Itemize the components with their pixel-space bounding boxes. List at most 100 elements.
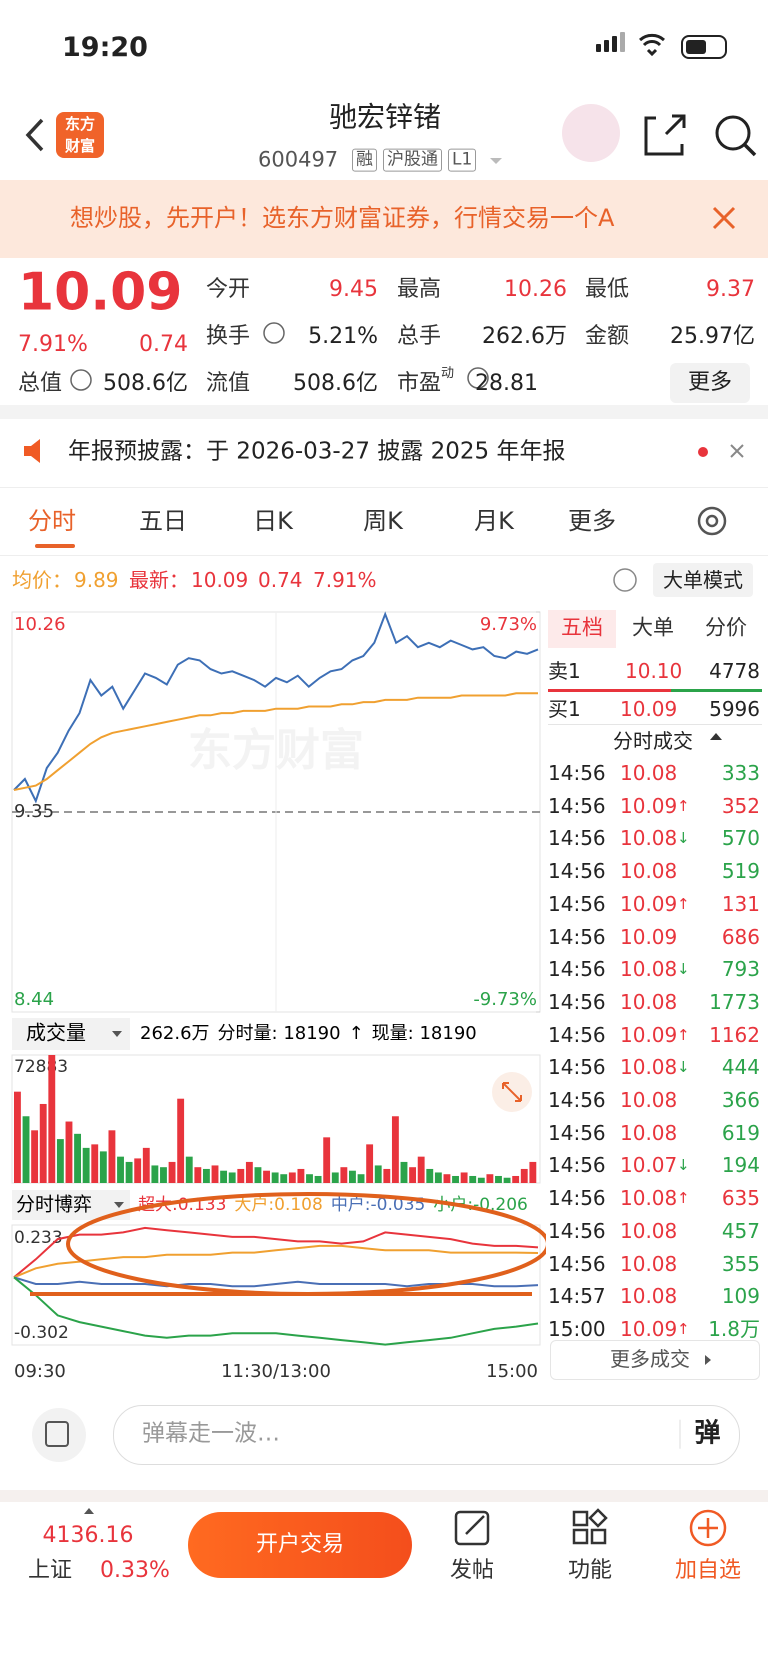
- trade-label[interactable]: 开户交易: [255, 1531, 345, 1557]
- trade-time: 14:56: [548, 1186, 606, 1211]
- tag: L1: [448, 148, 477, 172]
- trade-price: 10.08: [620, 859, 678, 884]
- trade-button[interactable]: [188, 1512, 412, 1578]
- volume-bar: [366, 1144, 374, 1183]
- tab[interactable]: 分时: [28, 506, 76, 535]
- y-tick-label: 8.44: [14, 989, 54, 1010]
- volume-bar: [134, 1158, 142, 1183]
- trade-volume: 457: [721, 1218, 760, 1243]
- volume-bar: [503, 1177, 511, 1183]
- danmaku-button[interactable]: 弹: [679, 1420, 721, 1449]
- stat-label: 总值: [18, 370, 63, 396]
- header-box: [12, 1018, 130, 1050]
- book-tab[interactable]: 五档: [561, 615, 603, 640]
- trade-volume: 686: [721, 924, 760, 949]
- trade-time: 14:56: [548, 1022, 606, 1047]
- more-trades[interactable]: 更多成交: [610, 1347, 690, 1371]
- stat-value: 10.26: [504, 276, 567, 302]
- stat-label: 最高: [397, 276, 442, 302]
- trade-time: 14:57: [548, 1284, 606, 1309]
- legend-item: 中户:-0.035: [331, 1195, 426, 1215]
- volume-bar: [477, 1177, 485, 1183]
- trade-price: 10.09: [620, 891, 678, 916]
- book-tab-active[interactable]: [548, 610, 616, 648]
- sell-label: 卖1: [548, 659, 581, 683]
- status-time: 19:20: [62, 32, 148, 64]
- logo-text: 财富: [64, 136, 96, 155]
- trade-volume: 793: [721, 957, 760, 982]
- comment-input[interactable]: [113, 1405, 740, 1465]
- volume-bar: [280, 1174, 288, 1183]
- y-tick-label: 10.26: [14, 614, 66, 635]
- trade-time: 14:56: [548, 891, 606, 916]
- trade-time: 14:56: [548, 989, 606, 1014]
- volume-bar: [520, 1168, 528, 1183]
- y2-tick-label: 9.73%: [480, 614, 537, 635]
- more-trades-button[interactable]: [550, 1340, 760, 1380]
- comment-icon[interactable]: [32, 1408, 86, 1462]
- y-tick-label: 72883: [14, 1057, 68, 1077]
- trade-time: 14:56: [548, 1088, 606, 1112]
- nav-item[interactable]: 加自选: [674, 1557, 742, 1583]
- more-label[interactable]: 更多: [687, 369, 733, 395]
- trade-arrow: ↓: [677, 1058, 690, 1077]
- trade-time: 14:56: [548, 826, 606, 851]
- tab-underline: [35, 544, 75, 548]
- trade-time: 14:56: [548, 924, 606, 949]
- separator: [0, 1490, 768, 1502]
- volume-bar: [306, 1174, 313, 1183]
- volume-current: 现量: 18190: [372, 1023, 477, 1044]
- stat-value: 25.97亿: [670, 323, 755, 349]
- volume-bar: [400, 1161, 408, 1183]
- volume-bar: [151, 1165, 159, 1183]
- trade-price: 10.08: [620, 1218, 678, 1243]
- avatar[interactable]: [562, 104, 620, 162]
- volume-bar: [391, 1116, 399, 1183]
- trade-time: 14:56: [548, 761, 606, 785]
- x-tick-label: 09:30: [14, 1361, 66, 1382]
- volume-bar: [39, 1103, 47, 1183]
- book-tab[interactable]: 大单: [632, 615, 674, 640]
- mode-label[interactable]: 大单模式: [663, 568, 743, 592]
- volume-bar: [271, 1172, 279, 1183]
- divider: [0, 555, 768, 556]
- banner-bg: [0, 180, 768, 258]
- sell-price: 10.10: [625, 659, 683, 683]
- tab[interactable]: 周K: [363, 506, 403, 535]
- trade-time: 14:56: [548, 859, 606, 884]
- stock-code: 600497: [258, 147, 339, 172]
- stat-value: 28.81: [475, 370, 538, 396]
- mode-button[interactable]: [653, 563, 753, 597]
- tab[interactable]: 更多: [568, 506, 616, 535]
- tab[interactable]: 月K: [474, 506, 514, 535]
- trade-price: 10.08: [620, 957, 678, 982]
- trade-volume: 1162: [709, 1022, 760, 1047]
- trade-price: 10.08: [620, 826, 678, 851]
- stock-name: 驰宏锌锗: [328, 100, 442, 134]
- book-tab[interactable]: 分价: [705, 615, 747, 640]
- nav-item[interactable]: 功能: [567, 1557, 613, 1583]
- volume-bar: [443, 1174, 451, 1183]
- volume-bar: [202, 1168, 210, 1183]
- trade-price: 10.08: [620, 1284, 678, 1309]
- index-pct: 0.33%: [100, 1557, 170, 1583]
- stat-value: 9.45: [329, 276, 378, 302]
- more-button[interactable]: [670, 363, 750, 403]
- comment-placeholder[interactable]: 弹幕走一波…: [142, 1420, 280, 1447]
- tag: 沪股通: [383, 148, 442, 172]
- expand-arrows: [502, 1082, 522, 1102]
- nav-item[interactable]: 发帖: [449, 1557, 495, 1583]
- trade-arrow: ↑: [677, 894, 690, 913]
- series-line: [13, 1244, 539, 1279]
- volume-bar: [22, 1116, 30, 1183]
- volume-bar: [82, 1147, 90, 1183]
- volume-bar: [245, 1161, 253, 1183]
- volume-bar: [108, 1130, 116, 1183]
- volume-bar: [117, 1156, 124, 1183]
- tab[interactable]: 日K: [253, 506, 293, 535]
- stat-value: 9.37: [706, 276, 755, 302]
- stat-label: 流值: [206, 370, 251, 396]
- x-tick-label: 15:00: [486, 1361, 538, 1382]
- tab[interactable]: 五日: [139, 506, 187, 535]
